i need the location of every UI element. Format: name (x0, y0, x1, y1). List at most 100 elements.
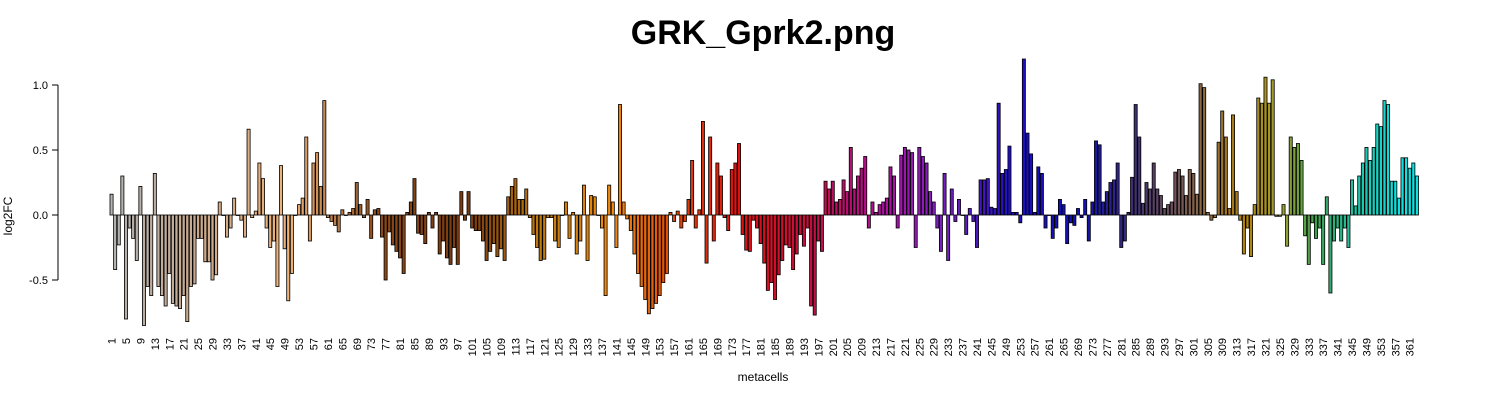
bar-metacell-164 (697, 209, 702, 216)
bar-metacell-25 (196, 214, 201, 239)
bar-metacell-344 (1346, 214, 1351, 248)
x-tick-label-301: 301 (1188, 338, 1200, 356)
bar-metacell-315 (1241, 214, 1246, 255)
bar-metacell-46 (271, 214, 276, 242)
bar-metacell-237 (960, 214, 965, 216)
x-tick-label-357: 357 (1390, 338, 1402, 356)
bar-metacell-168 (711, 214, 716, 242)
bar-metacell-42 (257, 162, 262, 216)
bar-metacell-189 (787, 214, 792, 248)
x-tick-label-189: 189 (784, 338, 796, 356)
bar-metacell-53 (297, 204, 302, 216)
x-tick-label-137: 137 (597, 338, 609, 356)
bar-metacell-278 (1108, 182, 1113, 216)
bar-metacell-61 (325, 214, 330, 218)
bar-metacell-292 (1158, 195, 1163, 216)
bar-metacell-96 (452, 214, 457, 248)
bar-metacell-75 (376, 208, 381, 216)
bar-metacell-312 (1231, 114, 1235, 216)
bar-metacell-214 (877, 204, 882, 216)
x-tick-label-345: 345 (1347, 338, 1359, 356)
bar-metacell-121 (542, 214, 547, 260)
bar-metacell-298 (1180, 175, 1185, 216)
bar-metacell-14 (156, 214, 161, 287)
bar-metacell-107 (491, 214, 496, 245)
x-tick-label-237: 237 (958, 338, 970, 356)
bar-metacell-192 (798, 214, 803, 235)
bar-metacell-288 (1144, 182, 1149, 216)
bar-metacell-165 (700, 121, 705, 216)
bar-metacell-213 (874, 211, 878, 216)
bar-metacell-65 (340, 209, 345, 216)
x-tick-label-41: 41 (251, 338, 263, 350)
bar-metacell-336 (1317, 214, 1322, 229)
bar-metacell-128 (567, 214, 572, 239)
bar-metacell-88 (423, 214, 428, 245)
bar-metacell-73 (369, 214, 374, 239)
bar-metacell-111 (506, 196, 511, 216)
bar-metacell-240 (971, 214, 976, 222)
bar-metacell-221 (902, 146, 907, 216)
bar-metacell-143 (621, 201, 626, 216)
bar-metacell-281 (1119, 214, 1124, 248)
bar-metacell-35 (232, 197, 237, 216)
bar-metacell-361 (1407, 167, 1412, 216)
bar-metacell-178 (747, 214, 752, 252)
bar-metacell-94 (444, 214, 449, 259)
y-axis: -0.5 0.0 0.5 1.0 (29, 80, 59, 287)
x-tick-label-85: 85 (409, 338, 421, 350)
x-tick-label-209: 209 (857, 338, 869, 356)
x-tick-label-37: 37 (236, 338, 248, 350)
bar-metacell-108 (495, 214, 500, 257)
bar-metacell-64 (336, 214, 341, 233)
bar-metacell-149 (643, 214, 648, 300)
bar-metacell-140 (610, 201, 615, 216)
bar-metacell-262 (1050, 214, 1055, 239)
bar-metacell-78 (387, 214, 392, 233)
x-tick-label-325: 325 (1275, 338, 1287, 356)
bar-metacell-135 (592, 196, 597, 216)
bar-metacell-255 (1025, 132, 1030, 216)
x-tick-label-285: 285 (1131, 338, 1143, 356)
y-tick-label: 0.0 (33, 210, 48, 222)
bar-metacell-283 (1126, 211, 1131, 216)
x-tick-label-281: 281 (1116, 338, 1128, 356)
bar-metacell-91 (434, 211, 439, 216)
bar-metacell-338 (1324, 196, 1329, 216)
bar-metacell-267 (1068, 214, 1073, 224)
bar-metacell-294 (1166, 204, 1171, 216)
bar-metacell-224 (913, 214, 918, 248)
bar-metacell-132 (581, 184, 586, 216)
bar-metacell-183 (765, 214, 770, 291)
bar-metacell-118 (531, 214, 536, 235)
bar-metacell-151 (650, 214, 655, 309)
x-tick-label-317: 317 (1246, 338, 1258, 356)
x-tick-label-149: 149 (640, 338, 652, 356)
x-tick-label-305: 305 (1203, 338, 1215, 356)
bar-metacell-191 (794, 214, 799, 255)
bar-metacell-216 (884, 197, 889, 216)
bar-metacell-261 (1047, 214, 1052, 216)
bar-metacell-57 (311, 162, 316, 216)
bar-metacell-166 (704, 214, 709, 264)
bar-metacell-156 (668, 211, 673, 216)
bar-metacell-188 (783, 214, 788, 246)
bar-metacell-304 (1202, 87, 1207, 216)
bar-metacell-299 (1184, 195, 1189, 216)
bar-metacell-7 (131, 214, 136, 239)
bar-metacell-308 (1216, 141, 1221, 216)
bar-metacell-186 (776, 214, 781, 276)
bar-metacell-162 (690, 159, 695, 216)
bar-metacell-22 (185, 214, 190, 322)
bar-metacell-314 (1238, 214, 1243, 221)
bar-metacell-99 (462, 214, 467, 221)
bar-metacell-219 (895, 214, 900, 229)
bar-metacell-302 (1195, 193, 1199, 216)
bar-metacell-129 (571, 211, 576, 216)
bar-metacell-33 (224, 214, 229, 238)
x-tick-label-125: 125 (554, 338, 566, 356)
bar-metacell-351 (1371, 146, 1376, 216)
bar-metacell-205 (845, 191, 850, 216)
bar-metacell-175 (737, 143, 741, 216)
bar-metacell-323 (1270, 79, 1275, 216)
